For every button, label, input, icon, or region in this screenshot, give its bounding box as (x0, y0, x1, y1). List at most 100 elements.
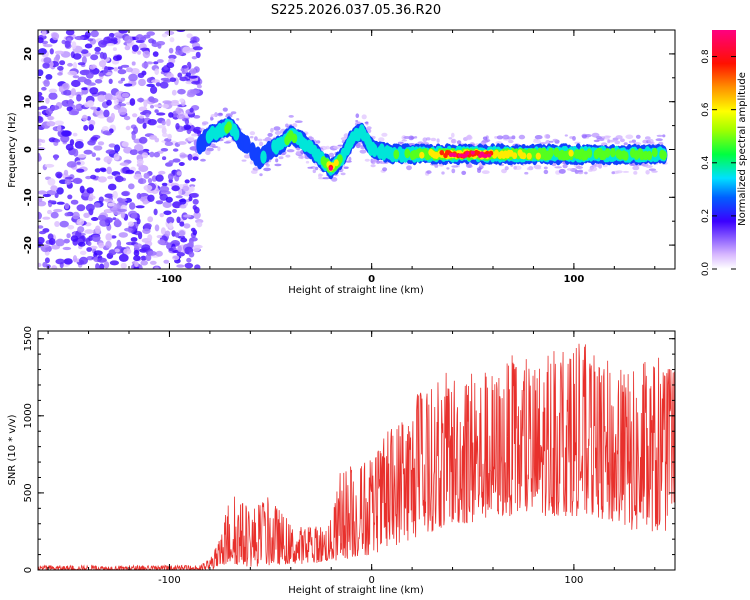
noise-blob (175, 107, 182, 114)
noise-blob (121, 191, 130, 196)
halo-blob (333, 145, 341, 149)
halo-blob (578, 169, 583, 173)
noise-blob (137, 97, 145, 103)
halo-blob (619, 138, 625, 143)
noise-blob (153, 151, 160, 158)
noise-blob (105, 72, 113, 76)
noise-blob (38, 262, 42, 268)
snr-xtick-label: 0 (368, 575, 374, 586)
halo-blob (584, 171, 588, 175)
halo-blob (382, 167, 388, 172)
halo-blob (274, 163, 282, 167)
noise-blob (114, 248, 120, 253)
halo-blob (376, 160, 380, 164)
noise-blob (120, 210, 126, 219)
noise-blob (176, 264, 185, 268)
noise-blob (97, 214, 107, 221)
noise-blob (189, 146, 199, 151)
noise-blob (163, 79, 171, 83)
noise-blob (76, 161, 81, 165)
snr-xtick-label: 100 (564, 575, 583, 586)
noise-blob (128, 73, 138, 82)
noise-blob (90, 245, 98, 250)
noise-blob (133, 266, 140, 269)
halo-blob (614, 140, 621, 145)
noise-blob (42, 193, 52, 198)
halo-blob (364, 121, 369, 124)
halo-blob (649, 141, 655, 145)
noise-blob (55, 258, 65, 265)
noise-blob (89, 65, 96, 70)
noise-blob (135, 34, 144, 42)
noise-blob (145, 254, 152, 262)
noise-blob (140, 260, 148, 266)
noise-blob (84, 31, 91, 39)
noise-blob (178, 230, 186, 237)
noise-blob (77, 226, 85, 233)
halo-blob (456, 140, 462, 145)
ridge-blob (604, 148, 611, 158)
noise-blob (123, 115, 131, 121)
spectrogram-xtick-label: 100 (563, 274, 584, 285)
halo-blob (322, 177, 330, 180)
noise-blob (133, 255, 141, 262)
halo-blob (249, 160, 253, 165)
noise-blob (47, 178, 56, 186)
noise-blob (124, 45, 131, 51)
noise-blob (172, 255, 180, 261)
noise-blob (50, 185, 58, 192)
halo-blob (370, 164, 376, 168)
noise-blob (113, 67, 118, 72)
noise-blob (110, 37, 118, 42)
noise-blob (179, 76, 188, 82)
spectrogram-ytick-label: 20 (23, 47, 34, 61)
noise-blob (113, 32, 124, 37)
ridge-blob (328, 166, 333, 171)
noise-blob (107, 175, 114, 180)
halo-blob (294, 120, 303, 123)
halo-blob (645, 170, 650, 175)
noise-blob (98, 196, 104, 203)
noise-blob (38, 153, 41, 162)
noise-blob (72, 61, 78, 70)
halo-blob (355, 120, 359, 122)
noise-blob (159, 81, 169, 89)
halo-blob (535, 167, 542, 170)
noise-blob (70, 88, 76, 96)
noise-blob (57, 72, 63, 76)
noise-blob (98, 60, 107, 68)
noise-blob (118, 253, 129, 262)
noise-blob (189, 107, 194, 113)
noise-blob (179, 198, 187, 205)
noise-blob (170, 101, 180, 106)
noise-blob (79, 250, 87, 255)
noise-blob (54, 221, 60, 227)
ridge-blob (260, 150, 267, 164)
noise-blob (99, 51, 105, 59)
spectrogram-ytick-label: 10 (23, 95, 34, 109)
noise-blob (97, 257, 107, 263)
colorbar: 0.0 0.2 0.4 0.6 0.8 Normalized spectral ampl… (701, 30, 748, 276)
noise-blob (129, 202, 136, 210)
noise-blob (106, 43, 115, 47)
noise-blob (44, 163, 55, 168)
noise-blob (177, 141, 187, 145)
noise-blob (90, 106, 98, 110)
noise-blob (72, 255, 78, 263)
noise-blob (171, 185, 180, 192)
noise-blob (176, 171, 182, 176)
noise-blob (135, 205, 145, 209)
noise-blob (95, 109, 104, 117)
noise-blob (43, 57, 52, 64)
noise-blob (129, 98, 136, 106)
halo-blob (623, 142, 628, 146)
halo-blob (552, 138, 558, 142)
ridge-blob (661, 150, 667, 161)
noise-blob (53, 154, 59, 161)
spectrogram-ytick-label: 0 (23, 146, 34, 153)
noise-blob (177, 88, 186, 95)
noise-blob (112, 55, 122, 61)
halo-blob (275, 158, 279, 163)
ridge-blob (233, 127, 240, 141)
